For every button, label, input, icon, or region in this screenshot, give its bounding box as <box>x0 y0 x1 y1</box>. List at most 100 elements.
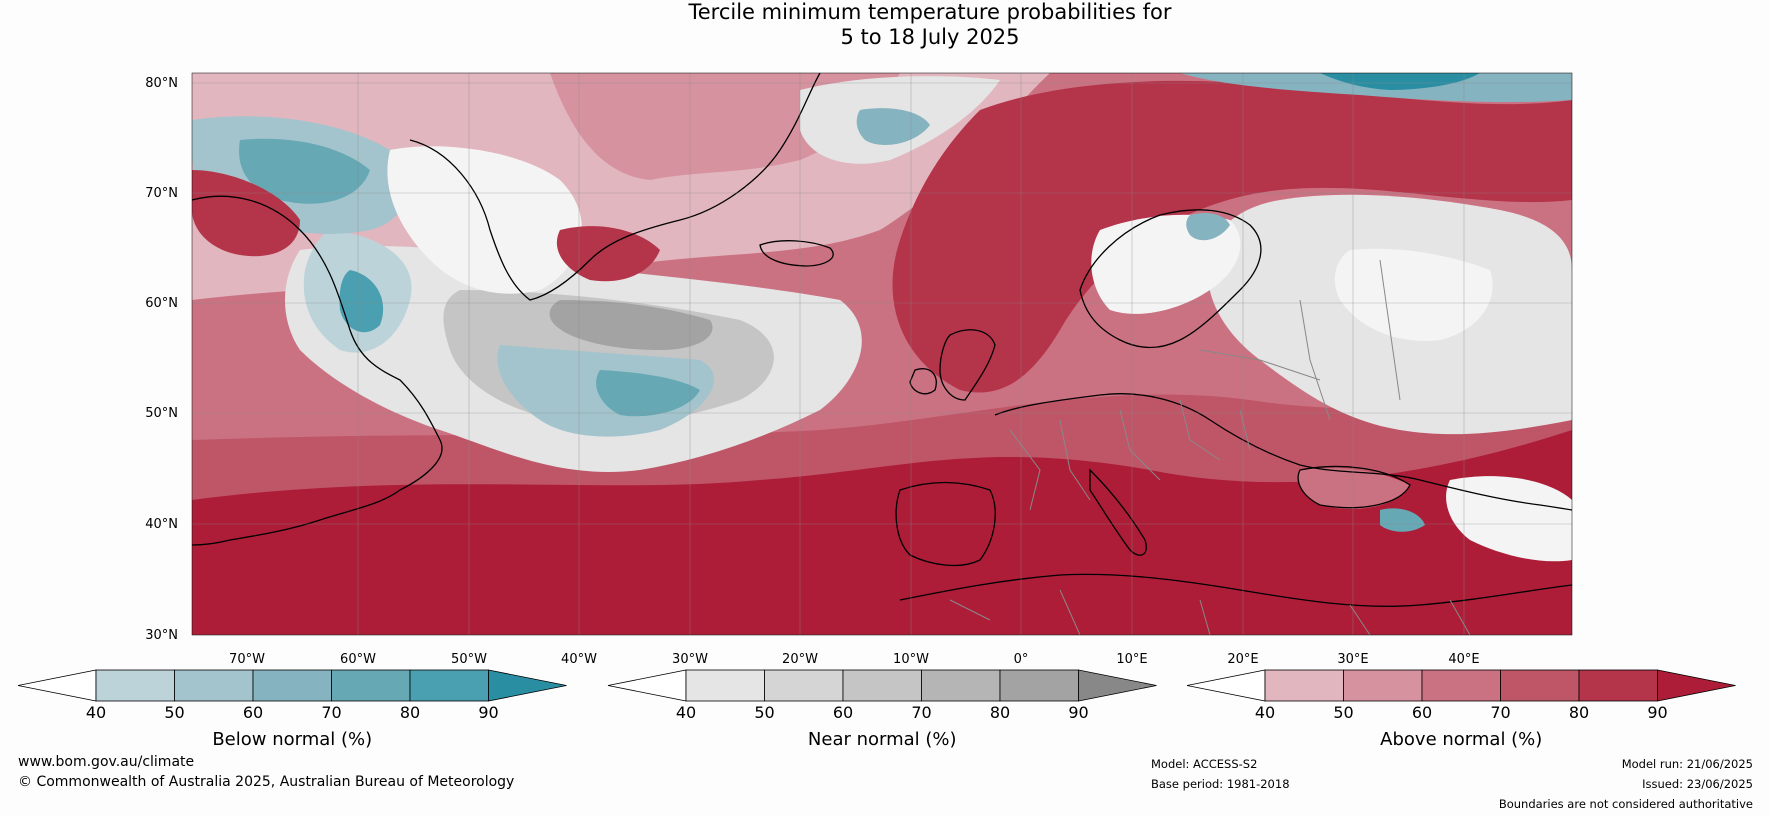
colorbar-cell <box>764 669 844 702</box>
colorbar-cell <box>1500 669 1580 702</box>
title-line-1: Tercile minimum temperature probabilitie… <box>688 0 1172 24</box>
scandinavia-coast <box>1079 209 1262 349</box>
europe-borders <box>1009 259 1401 511</box>
colorbar-cell <box>174 669 254 702</box>
colorbar-tick-label: 50 <box>1333 703 1353 722</box>
colorbar-1: 40 50 60 70 80 90 Near normal (%) <box>607 669 1157 750</box>
disclaimer-text: Boundaries are not considered authoritat… <box>1498 797 1753 811</box>
colorbar-min-extension <box>17 669 97 702</box>
longitude-label: 30°W <box>672 652 708 667</box>
above-normal-black-sea <box>1298 468 1410 509</box>
latitude-label: 80°N <box>145 76 178 91</box>
colorbar-tick-label: 60 <box>1412 703 1432 722</box>
colorbar-title: Near normal (%) <box>808 729 957 750</box>
colorbar-tick-label: 80 <box>400 703 420 722</box>
colorbar-cell <box>685 669 765 702</box>
colorbar-cell <box>252 669 332 702</box>
colorbar-cell <box>999 669 1079 702</box>
latitude-label: 60°N <box>145 296 178 311</box>
colorbar-min-extension <box>607 669 687 702</box>
longitude-label: 70°W <box>229 652 265 667</box>
graticule <box>192 73 1572 635</box>
longitude-label: 60°W <box>340 652 376 667</box>
above-normal-hudson <box>192 170 300 257</box>
north-america-coast <box>192 195 443 546</box>
near-normal-russia-light <box>1334 248 1493 341</box>
colorbar-max-extension <box>1657 669 1736 702</box>
colorbar-tick-label: 90 <box>1068 703 1088 722</box>
issued-text: Issued: 23/06/2025 <box>1642 777 1753 791</box>
near-normal-atlantic-core <box>549 300 713 350</box>
longitude-label: 20°E <box>1227 652 1258 667</box>
below-normal-labrador-inner <box>339 270 384 333</box>
below-normal-caspian-small <box>1380 508 1425 532</box>
colorbar-tick-label: 60 <box>243 703 263 722</box>
longitude-label: 20°W <box>782 652 818 667</box>
colorbar-0: 40 50 60 70 80 90 Below normal (%) <box>17 669 567 750</box>
base-period-text: Base period: 1981-2018 <box>1151 777 1290 791</box>
model-text: Model: ACCESS-S2 <box>1151 757 1258 771</box>
colorbar-cell <box>409 669 489 702</box>
colorbar-tick-label: 80 <box>990 703 1010 722</box>
below-normal-baffin-inner <box>239 138 370 204</box>
latitude-label: 50°N <box>145 406 178 421</box>
colorbar-min-extension <box>1186 669 1266 702</box>
colorbar-cell <box>95 669 175 702</box>
colorbar-cell <box>842 669 922 702</box>
below-normal-atlantic-inner <box>596 370 700 417</box>
colorbar-cell <box>1578 669 1658 702</box>
coastlines <box>192 73 1572 607</box>
iceland-coast <box>759 240 834 267</box>
colorbar-tick-label: 70 <box>1490 703 1510 722</box>
britain-coast <box>939 329 996 401</box>
below-normal-scandinavia-small <box>1186 213 1230 241</box>
colorbar-cell <box>1264 669 1344 702</box>
colorbar-cell <box>331 669 411 702</box>
latitude-label: 40°N <box>145 517 178 532</box>
near-normal-greenland <box>387 146 582 294</box>
colorbar-tick-label: 50 <box>754 703 774 722</box>
colorbar-cell <box>1343 669 1423 702</box>
near-normal-middle-east <box>1446 476 1572 562</box>
colorbar-tick-label: 80 <box>1569 703 1589 722</box>
map-panel <box>192 73 1572 635</box>
colorbar-tick-label: 60 <box>833 703 853 722</box>
colorbar-tick-label: 40 <box>1255 703 1275 722</box>
website-text: www.bom.gov.au/climate <box>18 754 195 770</box>
colorbar-cell <box>921 669 1001 702</box>
colorbars: 40 50 60 70 80 90 Below normal (%) 40 50 60 70 80 90… <box>17 669 1736 750</box>
italy-coast <box>1089 468 1147 556</box>
longitude-label: 10°E <box>1116 652 1147 667</box>
above-normal-norwegian-sea <box>892 80 1572 393</box>
colorbar-max-extension <box>1078 669 1157 702</box>
longitude-label: 30°E <box>1337 652 1368 667</box>
iberia-coast <box>895 481 996 567</box>
colorbar-tick-label: 70 <box>321 703 341 722</box>
colorbar-title: Below normal (%) <box>212 729 372 750</box>
country-borders <box>949 259 1471 635</box>
longitude-label: 40°W <box>561 652 597 667</box>
colorbar-cell <box>1421 669 1501 702</box>
latitude-label: 70°N <box>145 186 178 201</box>
north-africa-coast <box>899 573 1572 607</box>
black-sea-coast <box>1297 465 1411 509</box>
colorbar-tick-label: 90 <box>1647 703 1667 722</box>
longitude-label: 0° <box>1014 652 1029 667</box>
copyright-text: © Commonwealth of Australia 2025, Austra… <box>18 774 515 790</box>
colorbar-tick-label: 40 <box>86 703 106 722</box>
africa-borders <box>949 589 1471 635</box>
map-frame <box>191 72 1573 636</box>
below-normal-arctic-small <box>856 108 930 145</box>
map-title: Tercile minimum temperature probabilitie… <box>45 0 1770 50</box>
model-run-text: Model run: 21/06/2025 <box>1621 757 1753 771</box>
latitude-label: 30°N <box>145 628 178 643</box>
below-normal-arctic-ne-core <box>1320 73 1480 90</box>
colorbar-max-extension <box>488 669 567 702</box>
title-line-2: 5 to 18 July 2025 <box>840 25 1020 49</box>
colorbar-tick-label: 90 <box>478 703 498 722</box>
colorbar-tick-label: 40 <box>676 703 696 722</box>
longitude-label: 50°W <box>451 652 487 667</box>
colorbar-title: Above normal (%) <box>1380 729 1542 750</box>
greenland-coast <box>409 73 821 301</box>
